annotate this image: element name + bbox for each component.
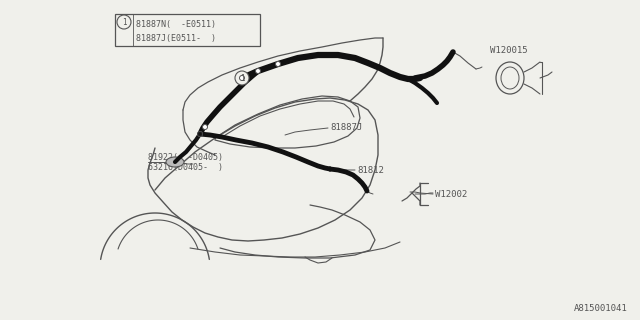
Circle shape (198, 132, 202, 136)
Circle shape (239, 76, 244, 81)
Text: W12002: W12002 (435, 189, 467, 198)
Circle shape (202, 124, 207, 130)
Circle shape (198, 132, 202, 137)
Circle shape (117, 15, 131, 29)
Circle shape (328, 167, 332, 171)
Text: 81812: 81812 (357, 165, 384, 174)
Circle shape (255, 68, 260, 74)
Text: 1: 1 (122, 18, 126, 27)
Text: 81887J(E0511-  ): 81887J(E0511- ) (136, 34, 216, 43)
Bar (115, 14, 260, 46)
Text: 81887N(  -E0511): 81887N( -E0511) (136, 20, 216, 28)
Text: W120015: W120015 (490, 45, 527, 54)
Text: 81887J: 81887J (330, 123, 362, 132)
Text: 63216(D0405-  ): 63216(D0405- ) (148, 163, 223, 172)
Ellipse shape (496, 62, 524, 94)
Ellipse shape (166, 157, 184, 167)
Text: 81922(  -D0405): 81922( -D0405) (148, 153, 223, 162)
Circle shape (235, 71, 249, 85)
Circle shape (275, 61, 280, 67)
Text: 1: 1 (240, 74, 244, 83)
Text: A815001041: A815001041 (574, 304, 628, 313)
